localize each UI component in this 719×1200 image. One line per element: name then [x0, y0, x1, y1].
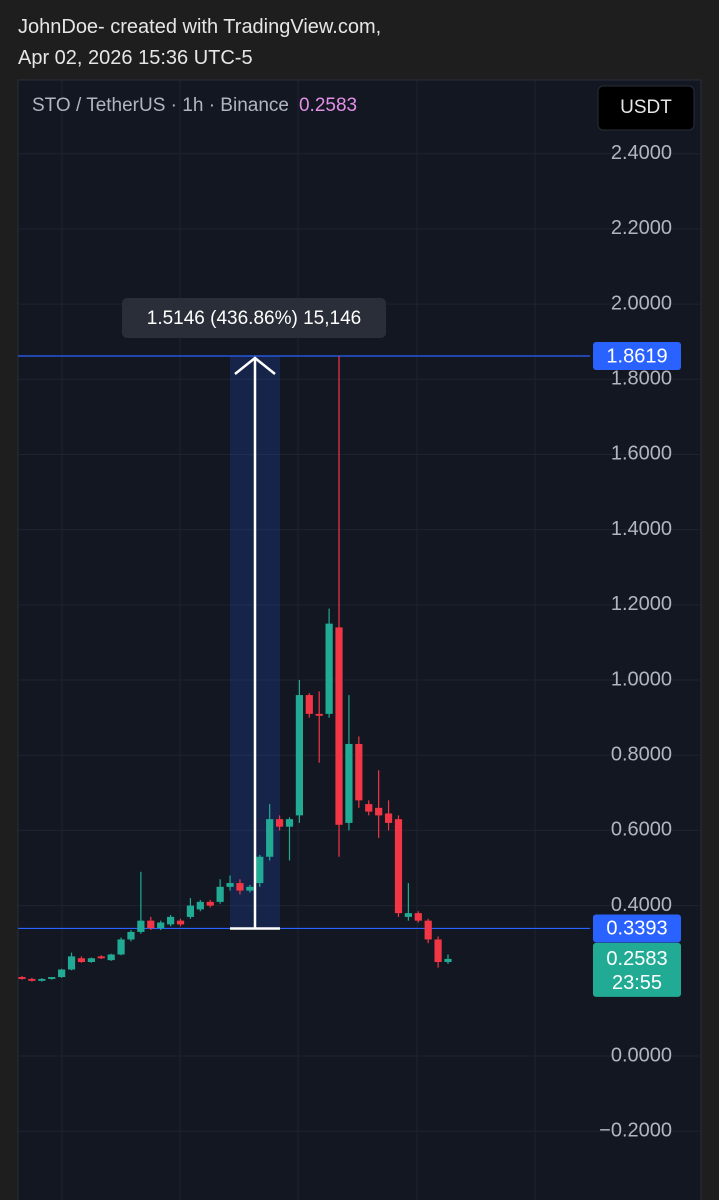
candle-body [236, 883, 244, 891]
currency-button-label: USDT [620, 97, 672, 118]
y-tick-label: −0.2000 [599, 1119, 672, 1141]
y-tick-label: 2.0000 [611, 292, 672, 314]
candle-body [167, 916, 175, 925]
candle-body [186, 905, 195, 917]
candle-body [355, 743, 363, 801]
y-tick-label: 1.0000 [611, 668, 672, 690]
candle-body [117, 939, 125, 955]
candle-body [375, 807, 383, 816]
candle-body [404, 913, 412, 917]
candle-body [157, 922, 165, 929]
y-tick-label: 2.4000 [611, 142, 672, 164]
candle-body [48, 977, 56, 979]
legend: STO / TetherUS · 1h · Binance 0.2583 [32, 95, 357, 116]
candle-body [246, 886, 254, 891]
time-grid [61, 80, 536, 1200]
candle-body [275, 819, 284, 827]
header-line: JohnDoe- created with TradingView.com, [18, 16, 382, 38]
candle-body [285, 819, 294, 827]
candle-body [434, 939, 442, 963]
y-tick-label: 1.2000 [611, 593, 672, 615]
candle-body [414, 913, 422, 921]
candle-body [206, 901, 214, 906]
measure-label: 1.5146 (436.86%) 15,146 [147, 308, 361, 329]
price-label: 1.8619 [606, 345, 667, 367]
header-date: Apr 02, 2026 15:36 UTC-5 [18, 47, 253, 69]
candle-body [315, 713, 323, 716]
candle-body [77, 958, 86, 963]
candle-body [305, 695, 313, 714]
y-tick-label: 0.6000 [611, 819, 672, 841]
candle-body [87, 958, 95, 963]
candle-body [216, 886, 224, 902]
y-tick-label: 1.4000 [611, 518, 672, 540]
y-tick-label: 0.0000 [611, 1044, 672, 1066]
candle-body [295, 695, 303, 816]
candle-body [365, 804, 373, 812]
candle-body [67, 956, 76, 970]
candle-body [424, 920, 432, 940]
candle-body [127, 931, 135, 940]
candle-body [325, 623, 333, 714]
y-tick-label: 2.2000 [611, 217, 672, 239]
measure-label-bg [122, 297, 386, 338]
price-label-bg [593, 341, 681, 370]
candle-body [28, 978, 36, 981]
y-tick-label: 0.4000 [611, 894, 672, 916]
legend-last: 0.2583 [299, 95, 357, 116]
y-tick-label: 1.6000 [611, 443, 672, 465]
y-tick-label: 1.8000 [611, 368, 672, 390]
y-tick-label: 0.8000 [611, 744, 672, 766]
countdown: 23:55 [612, 972, 662, 994]
candle-body [394, 819, 403, 914]
candle-body [196, 901, 204, 910]
last-price: 0.2583 [606, 948, 667, 970]
legend-symbol: STO / TetherUS · 1h · Binance [32, 95, 289, 116]
candle-body [176, 920, 185, 925]
candle-body [107, 954, 115, 961]
candle-body [226, 883, 234, 887]
candle-body [345, 743, 353, 823]
candle-body [335, 627, 343, 825]
candle-body [137, 920, 145, 932]
currency-button[interactable] [597, 85, 695, 131]
candle-body [444, 958, 452, 963]
measure-arrowhead [234, 356, 276, 375]
price-label-bg [593, 914, 681, 943]
candle-body [58, 969, 66, 978]
candle-body [97, 956, 105, 959]
candle-body [266, 819, 274, 857]
price-label: 0.3393 [606, 918, 667, 940]
candle-body [256, 856, 264, 884]
candle-body [147, 920, 155, 929]
last-price-bg [593, 942, 681, 997]
candle-body [384, 813, 393, 823]
candle-body [38, 978, 46, 981]
chart-panel [17, 79, 702, 1200]
candle-body [18, 977, 26, 979]
